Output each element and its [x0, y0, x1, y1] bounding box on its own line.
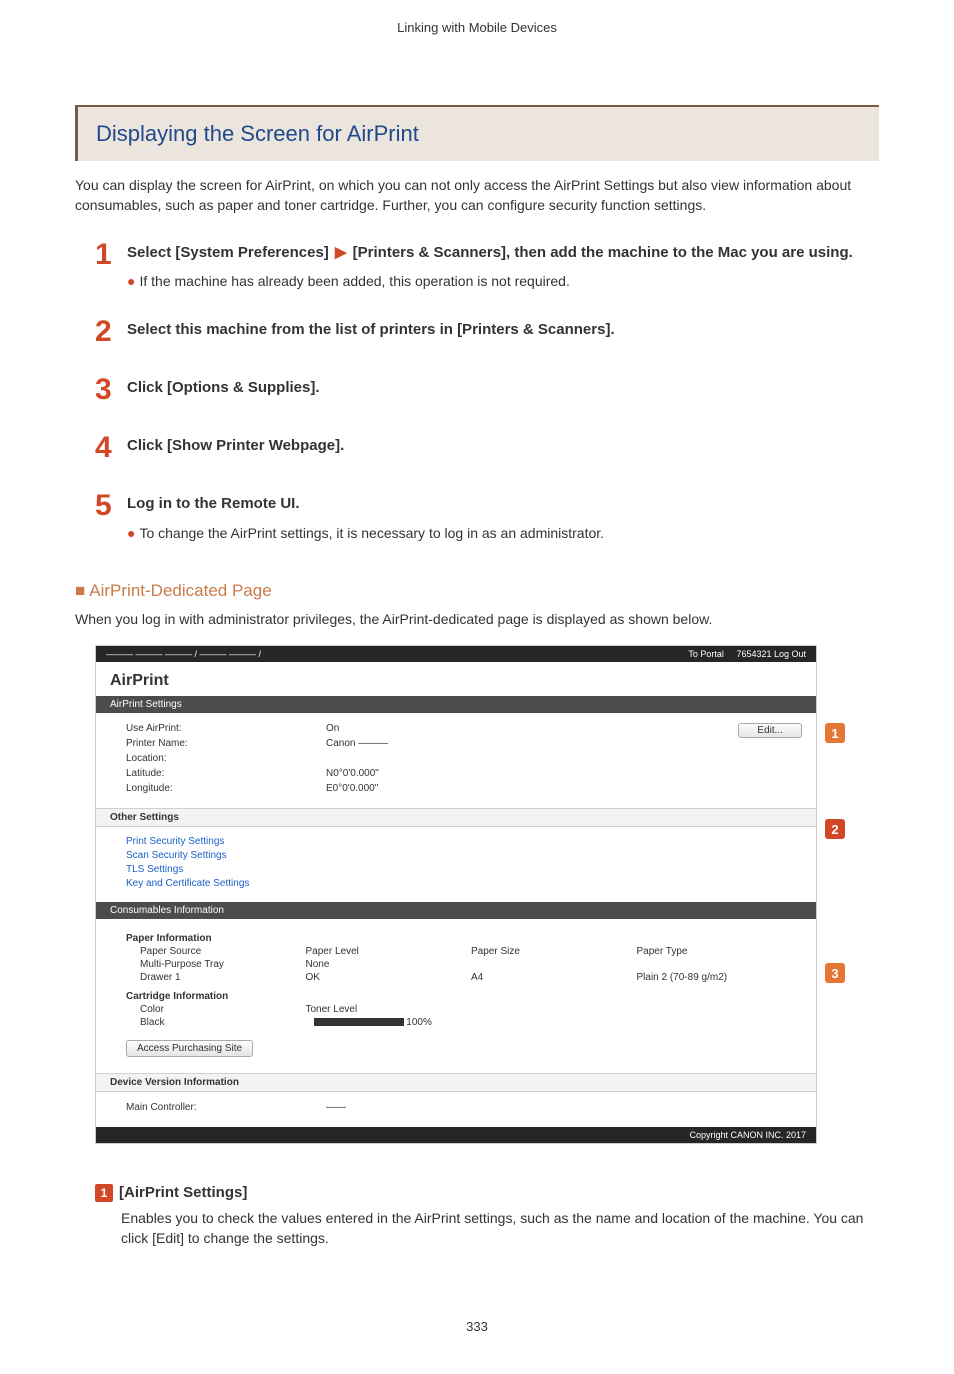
step-title: Click [Show Printer Webpage]. — [127, 435, 879, 457]
step-3: 3 Click [Options & Supplies]. — [75, 377, 879, 405]
ss-cell: A4 — [471, 972, 637, 983]
ss-label: Main Controller: — [126, 1102, 326, 1113]
ss-col-header: Paper Size — [471, 946, 637, 957]
step-1: 1 Select [System Preferences] ▶ [Printer… — [75, 242, 879, 290]
step-number: 1 — [95, 240, 123, 270]
ss-value: Canon ——— — [326, 738, 486, 749]
callout-1: 1 — [825, 723, 845, 743]
step-4: 4 Click [Show Printer Webpage]. — [75, 435, 879, 463]
ss-link-print-security[interactable]: Print Security Settings — [110, 836, 802, 847]
step-title-part-a: Select [System Preferences] — [127, 244, 333, 261]
ss-toner-cell: 100% — [306, 1017, 472, 1028]
ss-value: N0°0'0.000" — [326, 768, 486, 779]
ss-label: Longitude: — [126, 783, 326, 794]
ss-col-header: Paper Source — [140, 946, 306, 957]
ss-cell: Multi-Purpose Tray — [140, 959, 306, 970]
ss-label: Latitude: — [126, 768, 326, 779]
toner-bar-icon — [314, 1018, 404, 1026]
page-number: 333 — [75, 1319, 879, 1334]
subheading-text: AirPrint-Dedicated Page — [89, 581, 271, 600]
ss-paper-info-header: Paper Information — [110, 933, 802, 944]
step-5: 5 Log in to the Remote UI. ●To change th… — [75, 493, 879, 541]
step-title-part-b: [Printers & Scanners], then add the mach… — [349, 244, 853, 261]
step-title: Click [Options & Supplies]. — [127, 377, 879, 399]
callout-3: 3 — [825, 963, 845, 983]
step-note: ●To change the AirPrint settings, it is … — [127, 525, 879, 541]
ss-page-title: AirPrint — [96, 662, 816, 696]
step-number: 2 — [95, 317, 123, 347]
ss-cartridge-info-header: Cartridge Information — [110, 991, 802, 1002]
ss-cell: Drawer 1 — [140, 972, 306, 983]
ss-link-tls[interactable]: TLS Settings — [110, 864, 802, 875]
ss-purchase-button[interactable]: Access Purchasing Site — [126, 1040, 253, 1057]
square-bullet-icon: ■ — [75, 581, 85, 600]
ss-footer: Copyright CANON INC. 2017 — [96, 1127, 816, 1143]
ss-cell: OK — [306, 972, 472, 983]
ss-section-bar-consumables: Consumables Information — [96, 902, 816, 919]
description-title: 1 [AirPrint Settings] — [95, 1184, 879, 1202]
step-number: 4 — [95, 433, 123, 463]
ss-logout-link[interactable]: 7654321 Log Out — [736, 649, 806, 659]
airprint-screenshot: ——— ——— ——— / ——— ——— / To Portal 765432… — [95, 645, 817, 1144]
screenshot-figure: ——— ——— ——— / ——— ——— / To Portal 765432… — [95, 645, 845, 1144]
ss-link-scan-security[interactable]: Scan Security Settings — [110, 850, 802, 861]
ss-other-settings-header: Other Settings — [96, 808, 816, 827]
ss-to-portal-link[interactable]: To Portal — [688, 649, 724, 659]
ss-section-bar-airprint: AirPrint Settings — [96, 696, 816, 713]
description-block: 1 [AirPrint Settings] Enables you to chec… — [75, 1184, 879, 1249]
step-note-text: If the machine has already been added, t… — [139, 273, 569, 289]
ss-cell: Plain 2 (70-89 g/m2) — [637, 972, 803, 983]
ss-cell — [471, 959, 637, 970]
ss-cell: None — [306, 959, 472, 970]
ss-col-header: Paper Type — [637, 946, 803, 957]
ss-label: Use AirPrint: — [126, 723, 326, 734]
ss-col-header: Toner Level — [306, 1004, 472, 1015]
section-title: Displaying the Screen for AirPrint — [75, 105, 879, 161]
ss-breadcrumb: ——— ——— ——— / ——— ——— / — [106, 649, 261, 659]
description-body: Enables you to check the values entered … — [95, 1208, 879, 1249]
ss-cell — [637, 959, 803, 970]
step-note-text: To change the AirPrint settings, it is n… — [139, 525, 604, 541]
bullet-icon: ● — [127, 525, 135, 541]
page-header-caption: Linking with Mobile Devices — [75, 20, 879, 35]
description-title-text: [AirPrint Settings] — [119, 1184, 247, 1201]
step-title: Select this machine from the list of pri… — [127, 319, 879, 341]
ss-value: On — [326, 723, 486, 734]
step-title: Log in to the Remote UI. — [127, 493, 879, 515]
ss-col-header: Paper Level — [306, 946, 472, 957]
ss-value — [326, 753, 486, 764]
ss-cell: Black — [140, 1017, 306, 1028]
subheading: ■AirPrint-Dedicated Page — [75, 581, 879, 601]
ss-label: Location: — [126, 753, 326, 764]
ss-col-header: Color — [140, 1004, 306, 1015]
ss-toner-value: 100% — [406, 1017, 432, 1028]
step-note: ●If the machine has already been added, … — [127, 273, 879, 289]
ss-link-key-cert[interactable]: Key and Certificate Settings — [110, 878, 802, 889]
description-number-badge: 1 — [95, 1184, 113, 1202]
step-number: 3 — [95, 375, 123, 405]
bullet-icon: ● — [127, 273, 135, 289]
ss-device-version-header: Device Version Information — [96, 1073, 816, 1092]
step-2: 2 Select this machine from the list of p… — [75, 319, 879, 347]
ss-topbar: ——— ——— ——— / ——— ——— / To Portal 765432… — [96, 646, 816, 662]
section-intro: You can display the screen for AirPrint,… — [75, 175, 879, 216]
subheading-intro: When you log in with administrator privi… — [75, 611, 879, 627]
step-title: Select [System Preferences] ▶ [Printers … — [127, 242, 879, 264]
step-number: 5 — [95, 491, 123, 521]
ss-value: —— — [326, 1102, 486, 1113]
triangle-right-icon: ▶ — [335, 244, 347, 261]
ss-label: Printer Name: — [126, 738, 326, 749]
ss-edit-button[interactable]: Edit... — [738, 723, 802, 738]
callout-2: 2 — [825, 819, 845, 839]
ss-value: E0°0'0.000" — [326, 783, 486, 794]
